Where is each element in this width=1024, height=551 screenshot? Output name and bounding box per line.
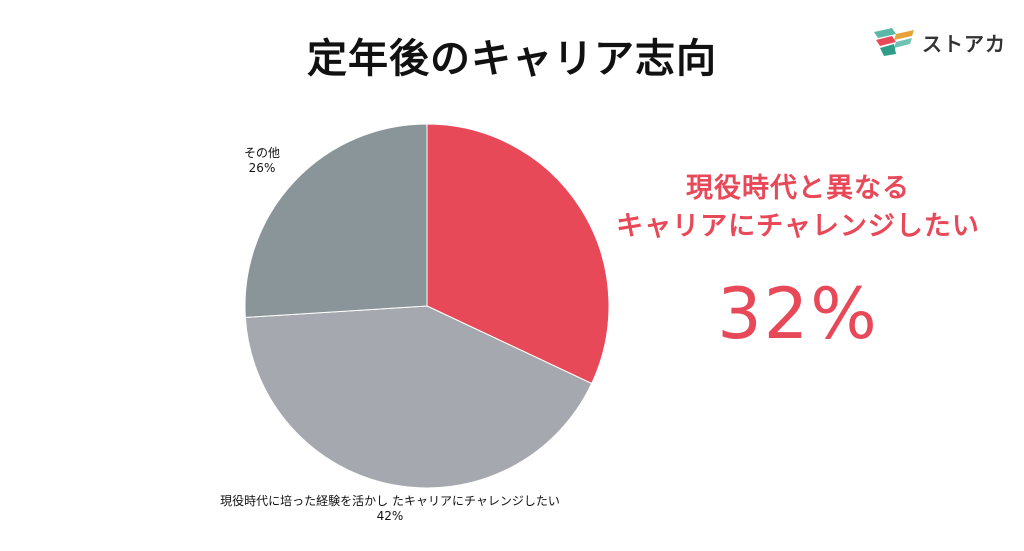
brand-logo[interactable]: ストアカ xyxy=(872,24,1006,60)
slice-reuse-experience xyxy=(244,305,593,489)
label-other: その他 26% xyxy=(244,146,280,176)
label-reuse-pct: 42% xyxy=(376,509,404,523)
page-title: 定年後のキャリア志向 xyxy=(307,36,717,82)
callout-line-2: キャリアにチャレンジしたい xyxy=(616,211,980,242)
label-other-name: その他 xyxy=(244,146,281,160)
callout-value: 32% xyxy=(717,273,879,355)
logo-text: ストアカ xyxy=(922,31,1006,56)
label-reuse: 現役時代に培った経験を活かし たキャリアにチャレンジしたい 42% xyxy=(180,494,600,524)
label-other-pct: 26% xyxy=(248,161,276,175)
slice-different-career xyxy=(426,123,610,385)
slice-other xyxy=(244,123,428,318)
label-reuse-name: 現役時代に培った経験を活かし たキャリアにチャレンジしたい xyxy=(220,494,560,508)
highlight-callout: 現役時代と異なる キャリアにチャレンジしたい 32% xyxy=(588,170,1008,354)
callout-line-1: 現役時代と異なる xyxy=(686,173,910,204)
stacked-book-logo-icon xyxy=(874,28,914,56)
